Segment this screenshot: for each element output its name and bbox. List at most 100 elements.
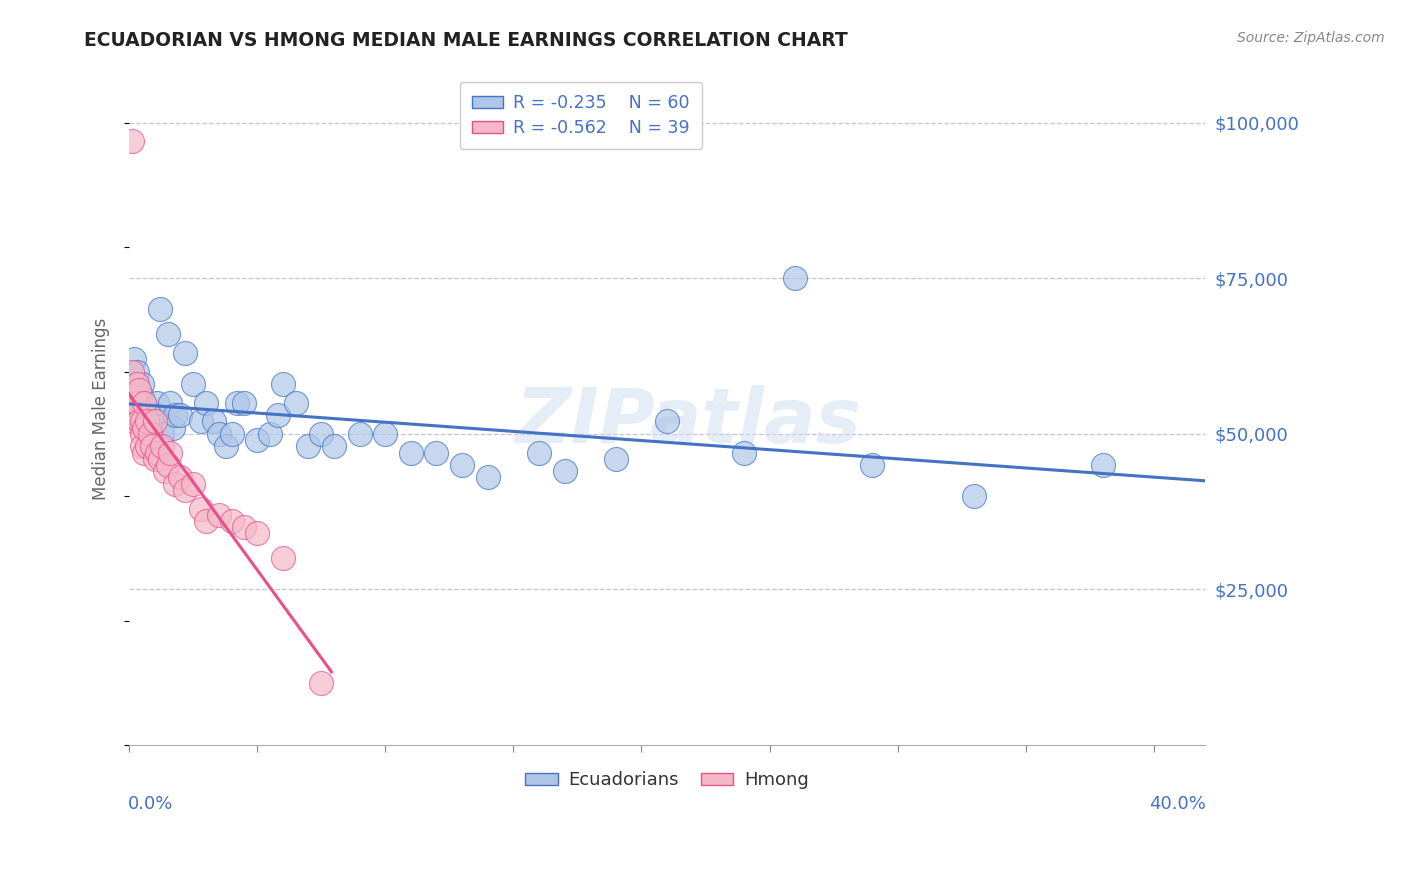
Point [150,426,173,441]
Point [399,445,422,459]
Point [121,135,143,149]
Point [174,483,197,497]
Point [156,327,179,342]
Point [309,675,332,690]
Point [271,551,294,566]
Point [134,445,156,459]
Point [860,458,883,472]
Point [122,390,145,404]
Point [297,439,319,453]
Point [194,514,217,528]
Point [121,365,143,379]
Point [143,414,166,428]
Point [208,508,231,522]
Point [128,390,150,404]
Point [733,445,755,459]
Point [225,396,247,410]
Point [208,426,231,441]
Point [128,414,150,428]
Text: ECUADORIAN VS HMONG MEDIAN MALE EARNINGS CORRELATION CHART: ECUADORIAN VS HMONG MEDIAN MALE EARNINGS… [84,31,848,50]
Point [165,476,187,491]
Point [174,346,197,360]
Point [141,426,163,441]
Point [246,433,269,447]
Point [266,409,288,423]
Point [374,426,396,441]
Point [190,501,212,516]
Point [131,390,153,404]
Legend: Ecuadorians, Hmong: Ecuadorians, Hmong [517,764,815,797]
Point [349,426,371,441]
Point [323,439,346,453]
Point [128,384,150,398]
Point [221,426,243,441]
Point [202,414,225,428]
Point [1091,458,1114,472]
Point [134,396,156,410]
Point [134,396,156,410]
Point [150,439,173,453]
Point [125,396,148,410]
Point [146,396,169,410]
Point [149,451,172,466]
Point [121,396,143,410]
Text: 0.0%: 0.0% [128,796,173,814]
Point [246,526,269,541]
Text: 40.0%: 40.0% [1149,796,1206,814]
Point [136,402,159,417]
Point [309,426,332,441]
Point [655,414,678,428]
Point [554,464,576,478]
Point [146,445,169,459]
Point [271,377,294,392]
Point [149,302,172,317]
Point [143,451,166,466]
Point [125,377,148,392]
Point [122,414,145,428]
Text: Source: ZipAtlas.com: Source: ZipAtlas.com [1237,31,1385,45]
Point [233,396,256,410]
Text: ZIPatlas: ZIPatlas [516,385,862,459]
Point [190,414,212,428]
Point [136,439,159,453]
Point [131,439,153,453]
Point [169,470,191,484]
Point [153,464,176,478]
Point [125,402,148,417]
Point [125,409,148,423]
Point [259,426,281,441]
Point [141,439,163,453]
Point [131,377,153,392]
Point [425,445,447,459]
Point [181,476,204,491]
Point [527,445,550,459]
Point [194,396,217,410]
Point [128,402,150,417]
Point [215,439,238,453]
Point [131,414,153,428]
Point [785,271,807,285]
Point [169,409,191,423]
Point [221,514,243,528]
Point [284,396,307,410]
Point [125,377,148,392]
Point [233,520,256,534]
Point [138,414,160,428]
Point [134,420,156,434]
Point [125,365,148,379]
Point [122,384,145,398]
Point [159,445,181,459]
Point [477,470,499,484]
Point [122,352,145,367]
Point [143,409,166,423]
Point [121,377,143,392]
Point [165,409,187,423]
Point [451,458,474,472]
Point [134,420,156,434]
Point [131,426,153,441]
Point [131,414,153,428]
Point [136,414,159,428]
Point [181,377,204,392]
Point [128,414,150,428]
Point [138,426,160,441]
